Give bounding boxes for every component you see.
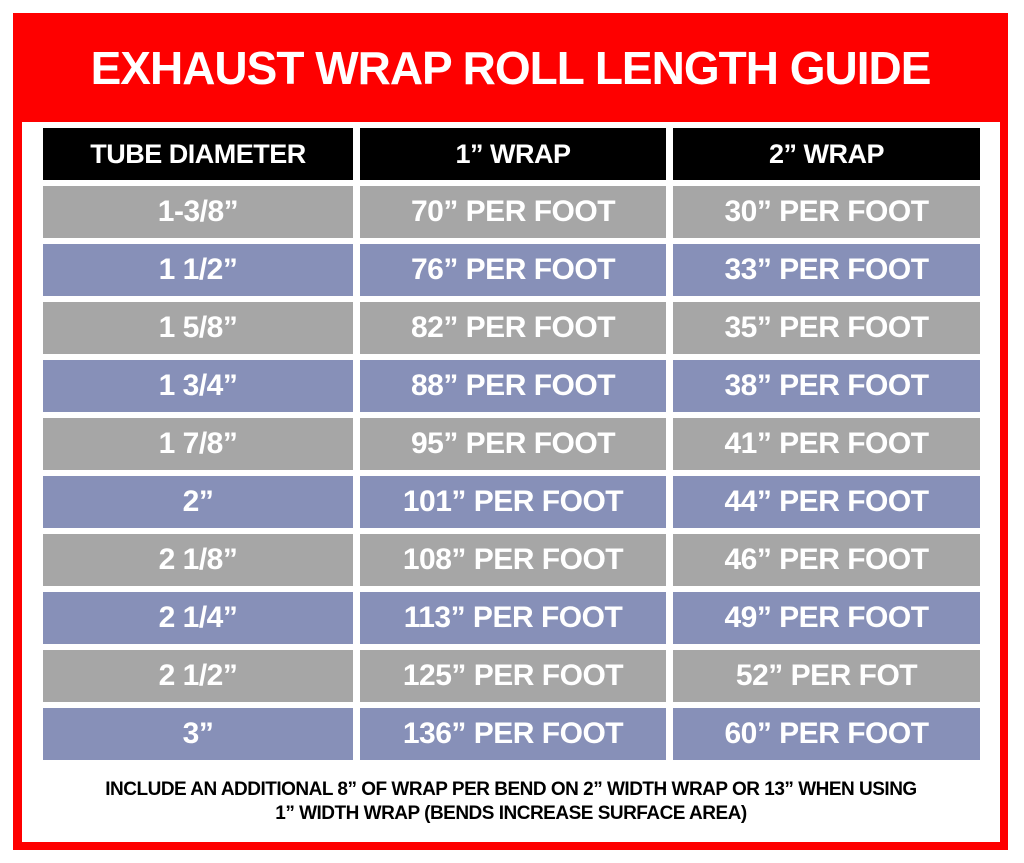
cell-value: 41” PER FOOT	[724, 427, 929, 460]
cell-value: 35” PER FOOT	[724, 311, 929, 344]
cell-value: 33” PER FOOT	[724, 253, 929, 286]
cell-value: 2 1/2”	[158, 659, 238, 692]
column-header-label: 2” WRAP	[768, 138, 885, 169]
table-cell-one-inch-wrap: 101” PER FOOT	[360, 476, 666, 528]
column-header-label: TUBE DIAMETER	[90, 138, 306, 169]
cell-value: 60” PER FOOT	[724, 717, 929, 750]
cell-value: 95” PER FOOT	[410, 427, 616, 460]
cell-value: 1-3/8”	[157, 195, 239, 228]
table-cell-one-inch-wrap: 108” PER FOOT	[360, 534, 666, 586]
cell-value: 1 1/2”	[158, 253, 238, 286]
cell-value: 2 1/4”	[158, 601, 238, 634]
table-cell-tube-diameter: 1 1/2”	[43, 244, 353, 296]
length-table: TUBE DIAMETER 1” WRAP 2” WRAP 1-3/8” 70” PER…	[43, 128, 980, 760]
title-text: EXHAUST WRAP ROLL LENGTH GUIDE	[90, 41, 932, 94]
column-header-two-inch-wrap: 2” WRAP	[673, 128, 980, 180]
table-cell-two-inch-wrap: 30” PER FOOT	[673, 186, 980, 238]
table-cell-tube-diameter: 1 3/4”	[43, 360, 353, 412]
table-panel: TUBE DIAMETER 1” WRAP 2” WRAP 1-3/8” 70” PER…	[22, 122, 1000, 842]
cell-value: 46” PER FOOT	[724, 543, 929, 576]
footnote-line-1: INCLUDE AN ADDITIONAL 8” OF WRAP PER BEN…	[105, 779, 917, 800]
table-cell-tube-diameter: 1 5/8”	[43, 302, 353, 354]
table-cell-one-inch-wrap: 76” PER FOOT	[360, 244, 666, 296]
table-cell-one-inch-wrap: 125” PER FOOT	[360, 650, 666, 702]
cell-value: 125” PER FOOT	[402, 659, 624, 692]
cell-value: 1 7/8”	[158, 427, 238, 460]
cell-value: 76” PER FOOT	[410, 253, 616, 286]
table-cell-two-inch-wrap: 52” PER FOT	[673, 650, 980, 702]
cell-value: 108” PER FOOT	[402, 543, 624, 576]
cell-value: 3”	[182, 717, 214, 750]
table-cell-tube-diameter: 2 1/4”	[43, 592, 353, 644]
table-cell-two-inch-wrap: 60” PER FOOT	[673, 708, 980, 760]
table-cell-tube-diameter: 1-3/8”	[43, 186, 353, 238]
table-cell-two-inch-wrap: 44” PER FOOT	[673, 476, 980, 528]
table-cell-two-inch-wrap: 33” PER FOOT	[673, 244, 980, 296]
table-cell-one-inch-wrap: 88” PER FOOT	[360, 360, 666, 412]
table-cell-one-inch-wrap: 113” PER FOOT	[360, 592, 666, 644]
table-cell-one-inch-wrap: 82” PER FOOT	[360, 302, 666, 354]
cell-value: 38” PER FOOT	[724, 369, 929, 402]
table-cell-two-inch-wrap: 35” PER FOOT	[673, 302, 980, 354]
table-cell-two-inch-wrap: 49” PER FOOT	[673, 592, 980, 644]
cell-value: 88” PER FOOT	[410, 369, 616, 402]
page-title: EXHAUST WRAP ROLL LENGTH GUIDE	[13, 13, 1008, 122]
table-cell-tube-diameter: 3”	[43, 708, 353, 760]
table-cell-tube-diameter: 2 1/2”	[43, 650, 353, 702]
table-cell-tube-diameter: 2”	[43, 476, 353, 528]
cell-value: 101” PER FOOT	[402, 485, 624, 518]
guide-frame: EXHAUST WRAP ROLL LENGTH GUIDE TUBE DIAM…	[13, 13, 1008, 850]
table-cell-two-inch-wrap: 41” PER FOOT	[673, 418, 980, 470]
cell-value: 30” PER FOOT	[724, 195, 929, 228]
column-header-label: 1” WRAP	[455, 138, 571, 169]
cell-value: 52” PER FOT	[735, 659, 918, 692]
cell-value: 82” PER FOOT	[410, 311, 616, 344]
cell-value: 44” PER FOOT	[724, 485, 929, 518]
cell-value: 70” PER FOOT	[410, 195, 616, 228]
footnote: INCLUDE AN ADDITIONAL 8” OF WRAP PER BEN…	[22, 778, 1000, 826]
footnote-line-2: 1” WIDTH WRAP (BENDS INCREASE SURFACE AR…	[275, 803, 747, 824]
table-cell-tube-diameter: 1 7/8”	[43, 418, 353, 470]
cell-value: 136” PER FOOT	[402, 717, 624, 750]
cell-value: 1 5/8”	[158, 311, 238, 344]
table-cell-tube-diameter: 2 1/8”	[43, 534, 353, 586]
table-cell-one-inch-wrap: 95” PER FOOT	[360, 418, 666, 470]
table-cell-one-inch-wrap: 70” PER FOOT	[360, 186, 666, 238]
column-header-tube-diameter: TUBE DIAMETER	[43, 128, 353, 180]
cell-value: 113” PER FOOT	[403, 601, 623, 634]
table-cell-two-inch-wrap: 38” PER FOOT	[673, 360, 980, 412]
cell-value: 2 1/8”	[158, 543, 238, 576]
table-cell-two-inch-wrap: 46” PER FOOT	[673, 534, 980, 586]
table-cell-one-inch-wrap: 136” PER FOOT	[360, 708, 666, 760]
cell-value: 2”	[182, 485, 214, 518]
column-header-one-inch-wrap: 1” WRAP	[360, 128, 666, 180]
cell-value: 1 3/4”	[158, 369, 238, 402]
cell-value: 49” PER FOOT	[724, 601, 929, 634]
